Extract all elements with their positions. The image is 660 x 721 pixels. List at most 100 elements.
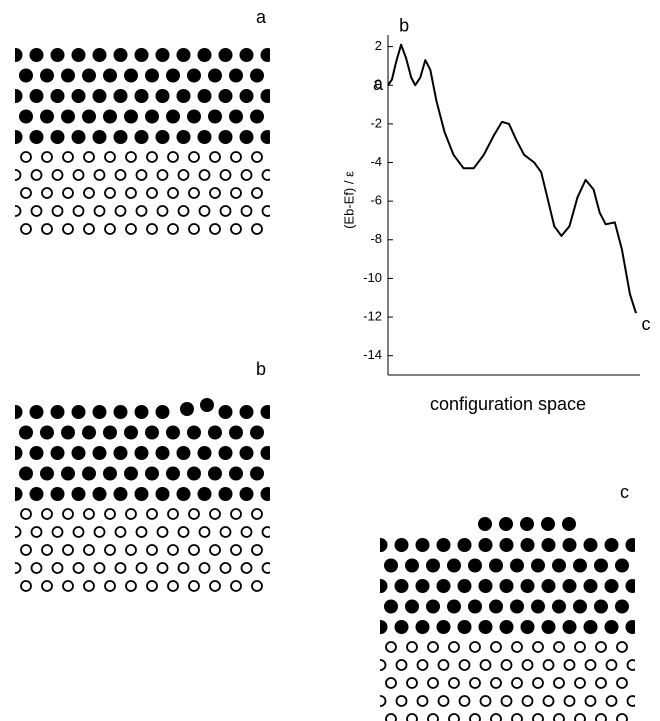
atom-filled (499, 538, 514, 552)
y-tick-label: -10 (363, 270, 382, 285)
atom-filled (166, 466, 180, 481)
atom-filled (594, 599, 608, 614)
atom-open (51, 205, 64, 217)
atom-filled (197, 130, 212, 144)
atom-open (62, 580, 74, 592)
atom-filled (436, 538, 451, 552)
atom-open (104, 580, 116, 592)
atom-open (104, 508, 116, 520)
atom-open (20, 580, 32, 592)
atom-open (626, 659, 635, 671)
atom-open (230, 544, 242, 556)
atom-open (532, 641, 544, 653)
atom-filled (103, 109, 117, 124)
atom-filled (155, 487, 170, 501)
atom-filled (92, 130, 107, 144)
atom-open (209, 187, 221, 199)
atom-open (198, 205, 211, 217)
atom-open (479, 695, 492, 707)
atom-open (62, 151, 74, 163)
atom-open (156, 169, 169, 181)
atom-open (72, 205, 85, 217)
atom-open (261, 526, 270, 538)
atom-open (41, 580, 53, 592)
atom-filled (489, 558, 503, 573)
atom-filled (363, 559, 377, 573)
atom-open (125, 508, 137, 520)
atom-filled (82, 466, 96, 481)
atom-open (574, 713, 586, 721)
atom-open (114, 205, 127, 217)
atom-open (448, 641, 460, 653)
atom-open (83, 223, 95, 235)
atom-filled (29, 487, 44, 501)
atom-open (251, 580, 263, 592)
atom-filled (40, 109, 54, 124)
atom-open (156, 562, 169, 574)
atom-filled (562, 538, 577, 552)
atom-open (605, 659, 618, 671)
y-tick-label: -6 (370, 193, 382, 208)
atom-filled (208, 109, 222, 124)
atom-filled (71, 130, 86, 144)
atom-filled (510, 599, 524, 614)
atom-filled (50, 89, 65, 103)
atom-filled (29, 405, 44, 419)
atom-open (521, 659, 534, 671)
atom-open (15, 562, 22, 574)
atom-open (20, 187, 32, 199)
atom-open (273, 581, 283, 591)
atom-open (198, 169, 211, 181)
annotation: c (641, 314, 650, 334)
atom-filled (19, 68, 33, 83)
atom-filled (92, 446, 107, 460)
atom-open (177, 205, 190, 217)
atom-filled (250, 425, 264, 440)
y-tick-label: -8 (370, 231, 382, 246)
atom-open (273, 509, 283, 519)
atom-open (406, 677, 418, 689)
atom-open (125, 580, 137, 592)
atom-filled (15, 487, 23, 501)
atom-open (437, 695, 450, 707)
atom-filled (82, 68, 96, 83)
atom-filled (15, 446, 23, 460)
atom-open (490, 641, 502, 653)
atom-open (406, 713, 418, 721)
atom-open (448, 677, 460, 689)
atom-filled (405, 558, 419, 573)
atom-filled (436, 579, 451, 593)
atom-open (532, 713, 544, 721)
atom-open (521, 695, 534, 707)
atom-filled (229, 466, 243, 481)
y-tick-label: -2 (370, 115, 382, 130)
atom-open (83, 580, 95, 592)
atom-filled (176, 48, 191, 62)
atom-open (500, 659, 513, 671)
atom-open (563, 659, 576, 671)
atom-open (0, 581, 10, 591)
atom-filled (218, 130, 233, 144)
atom-filled (155, 89, 170, 103)
atom-filled (615, 558, 629, 573)
atom-open (406, 641, 418, 653)
atom-filled (562, 579, 577, 593)
atom-filled (40, 425, 54, 440)
atom-open (146, 151, 158, 163)
atom-open (104, 544, 116, 556)
atom-open (416, 659, 429, 671)
atom-open (595, 677, 607, 689)
atom-open (365, 714, 375, 721)
atom-filled (29, 89, 44, 103)
atom-open (20, 544, 32, 556)
atom-filled (134, 130, 149, 144)
atom-filled (636, 600, 650, 614)
atom-filled (176, 89, 191, 103)
atom-open (595, 713, 607, 721)
atom-open (209, 544, 221, 556)
atom-open (198, 562, 211, 574)
x-axis-label: configuration space (430, 394, 586, 414)
atom-filled (380, 620, 388, 634)
atom-open (553, 641, 565, 653)
